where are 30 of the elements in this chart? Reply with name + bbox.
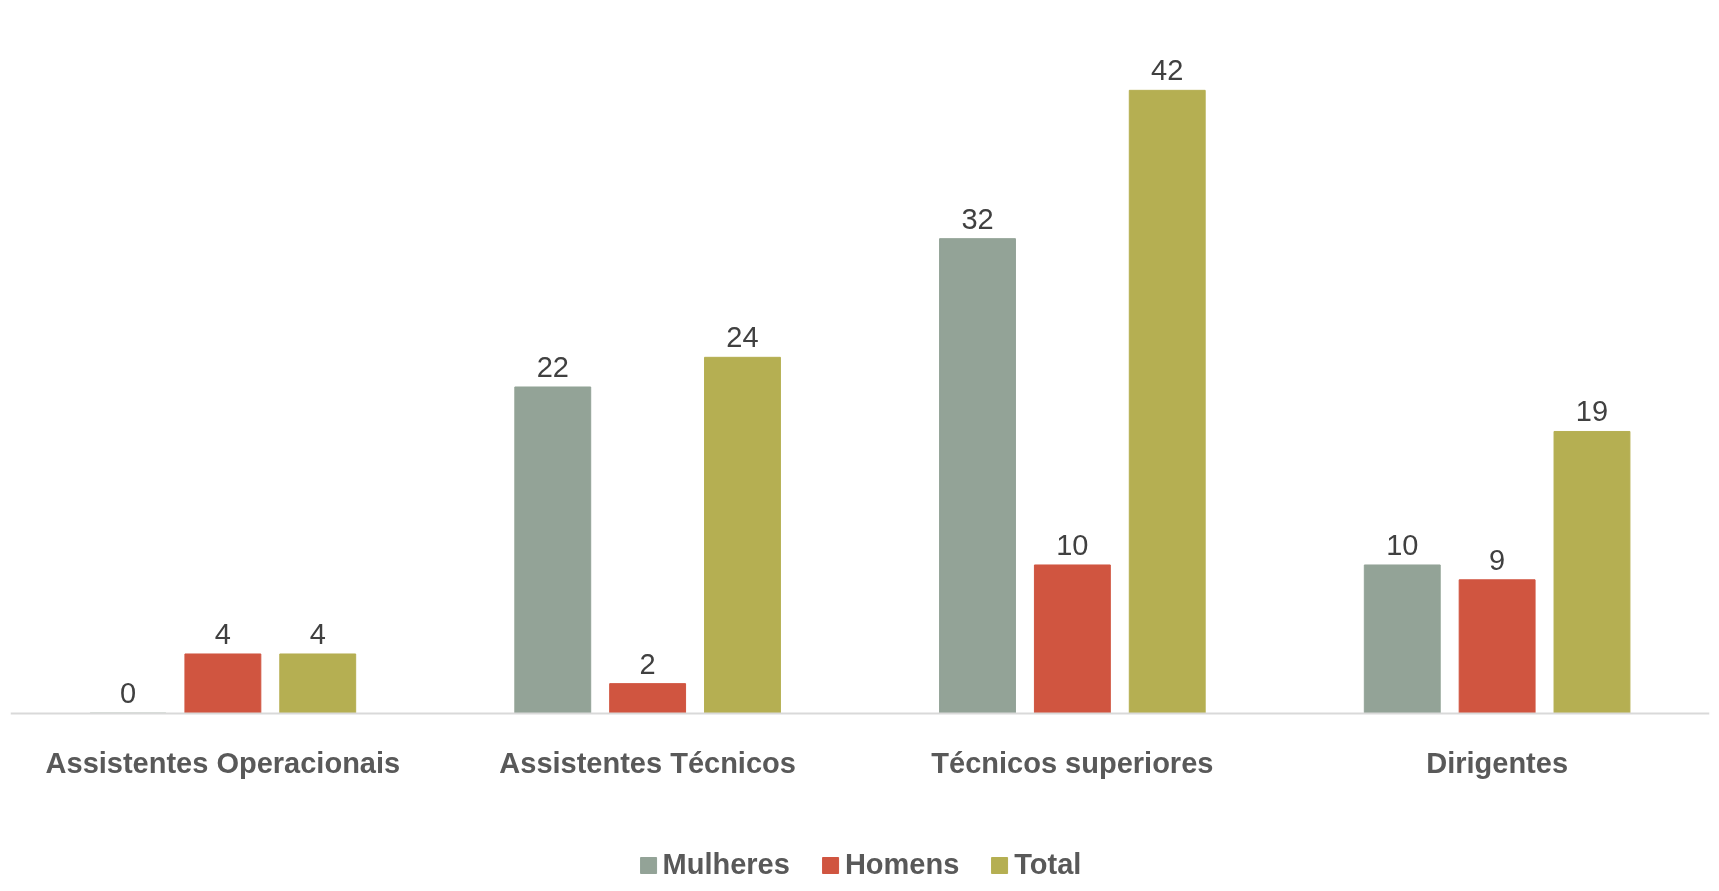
- x-tick-label: Assistentes Técnicos: [499, 747, 796, 780]
- bar: [939, 238, 1016, 714]
- bar: [1553, 430, 1631, 714]
- data-label: 32: [961, 202, 994, 235]
- legend-label: Mulheres: [662, 848, 790, 881]
- bar: [609, 683, 687, 714]
- x-tick-label: Dirigentes: [1426, 747, 1569, 780]
- data-label: 2: [639, 647, 656, 680]
- bar: [514, 386, 592, 714]
- legend-label: Total: [1014, 848, 1082, 881]
- data-label: 22: [536, 350, 569, 383]
- data-label: 19: [1575, 395, 1609, 428]
- legend-label: Homens: [844, 848, 960, 881]
- bar: [1458, 579, 1536, 714]
- bar: [1363, 564, 1441, 714]
- bar: [704, 356, 781, 714]
- x-tick-label: Assistentes Operacionais: [45, 747, 401, 780]
- data-label: 42: [1151, 54, 1184, 87]
- data-label: 9: [1489, 543, 1506, 576]
- bar: [1128, 89, 1206, 714]
- data-label: 0: [119, 677, 137, 710]
- data-label: 4: [309, 617, 326, 650]
- bar: [184, 653, 262, 714]
- bar: [279, 653, 357, 714]
- data-label: 24: [726, 321, 759, 354]
- data-label: 10: [1056, 528, 1089, 561]
- data-label: 10: [1386, 528, 1419, 561]
- x-tick-label: Técnicos superiores: [931, 747, 1214, 780]
- data-label: 4: [214, 617, 231, 650]
- bar: [1033, 564, 1111, 714]
